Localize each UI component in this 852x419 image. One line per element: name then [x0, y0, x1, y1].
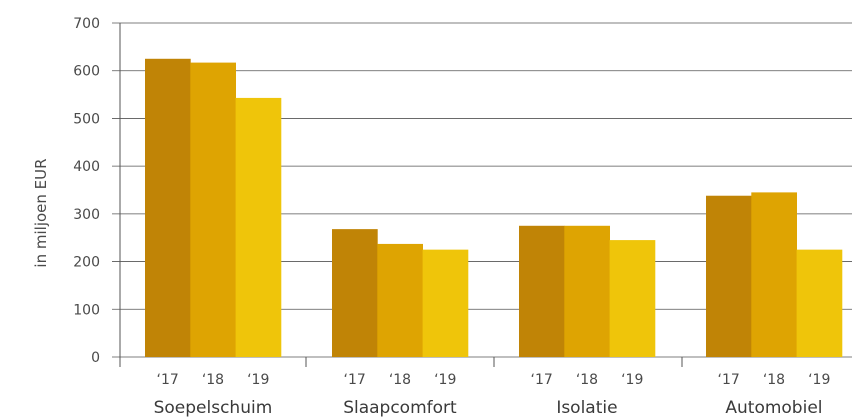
- series-tick-label: ‘18: [576, 372, 598, 388]
- bar-isolatie-1: [564, 225, 610, 357]
- series-tick-label: ‘17: [344, 372, 366, 388]
- series-tick-label: ‘19: [247, 372, 269, 388]
- series-tick-label: ‘17: [157, 372, 179, 388]
- bar-slaapcomfort-2: [422, 249, 469, 357]
- bar-isolatie-2: [609, 240, 656, 357]
- bar-automobiel-0: [706, 195, 752, 357]
- category-label-slaapcomfort: Slaapcomfort: [343, 398, 457, 418]
- y-tick-label: 500: [73, 111, 100, 127]
- y-tick-label: 400: [73, 159, 100, 175]
- series-tick-label: ‘19: [621, 372, 643, 388]
- series-tick-label: ‘19: [808, 372, 830, 388]
- series-tick-label: ‘17: [531, 372, 553, 388]
- series-tick-label: ‘17: [718, 372, 740, 388]
- category-label-isolatie: Isolatie: [556, 398, 617, 418]
- bar-soepelschuim-1: [190, 62, 236, 358]
- bar-slaapcomfort-1: [377, 243, 423, 357]
- bar-automobiel-2: [796, 249, 843, 357]
- bars-layer: [145, 58, 843, 358]
- category-label-automobiel: Automobiel: [725, 398, 822, 418]
- bar-soepelschuim-2: [235, 97, 282, 357]
- bar-isolatie-0: [519, 225, 565, 357]
- series-tick-label: ‘18: [202, 372, 224, 388]
- series-tick-label: ‘18: [763, 372, 785, 388]
- y-tick-label: 100: [73, 302, 100, 318]
- category-label-soepelschuim: Soepelschuim: [154, 398, 273, 418]
- y-tick-label: 200: [73, 255, 100, 271]
- y-tick-label: 300: [73, 207, 100, 223]
- series-tick-label: ‘18: [389, 372, 411, 388]
- bar-soepelschuim-0: [145, 58, 191, 358]
- series-tick-label: ‘19: [434, 372, 456, 388]
- y-tick-label: 0: [91, 350, 100, 366]
- bar-slaapcomfort-0: [332, 229, 378, 357]
- y-axis-label: in miljoen EUR: [32, 158, 50, 267]
- labels-layer: 0 100 200 300 400 500 600 700 ‘17 ‘18 ‘19 Soepelsch…: [73, 16, 830, 418]
- bar-automobiel-1: [751, 192, 797, 357]
- y-tick-label: 700: [73, 16, 100, 32]
- y-tick-label: 600: [73, 64, 100, 80]
